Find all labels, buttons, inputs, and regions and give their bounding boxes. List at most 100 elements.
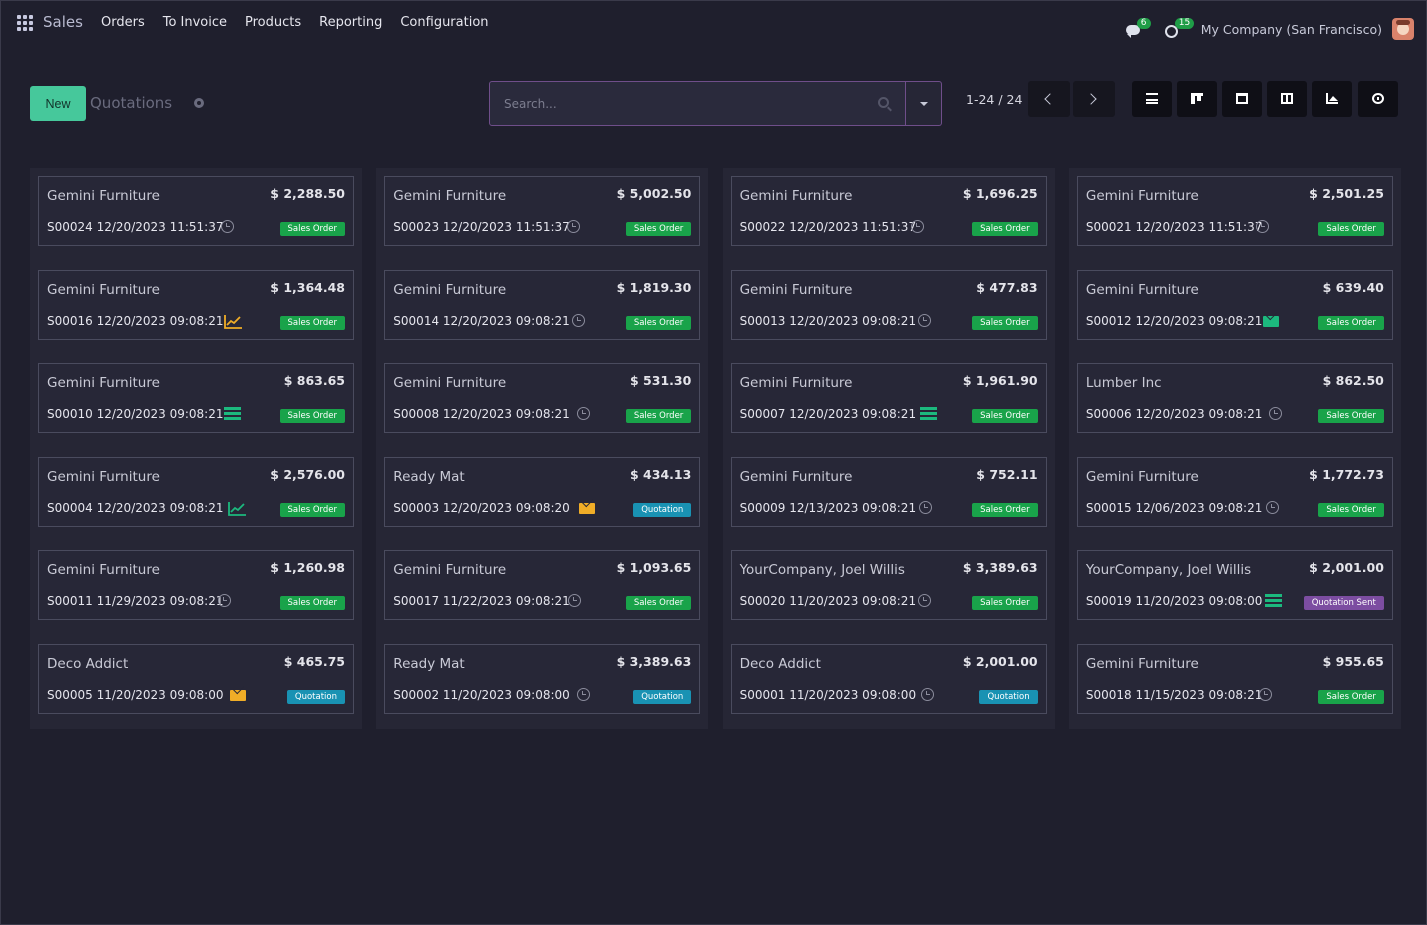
kanban-card[interactable]: Gemini Furniture $ 5,002.50 S00023 12/20/2… <box>384 176 701 246</box>
kanban-card[interactable]: Gemini Furniture $ 1,772.73 S00015 12/06/2… <box>1076 456 1393 527</box>
apps-grid-icon[interactable] <box>17 15 33 31</box>
menu-item-products[interactable]: Products <box>245 15 302 30</box>
pager-value[interactable]: 1-24 / 24 <box>966 92 1023 107</box>
card-customer: Gemini Furniture <box>1085 281 1199 298</box>
kanban-card[interactable]: Ready Mat $ 434.13 S00003 12/20/2023 09:08… <box>384 456 701 527</box>
kanban-card[interactable]: Gemini Furniture $ 477.83 S00013 12/20/202… <box>730 269 1047 340</box>
card-customer: YourCompany, Joel Willis <box>1085 562 1252 578</box>
new-button[interactable]: New <box>30 86 86 121</box>
kanban-card[interactable]: Deco Addict $ 465.75 S00005 11/20/2023 09:… <box>38 643 354 714</box>
activity-menu[interactable]: 15 <box>1163 18 1195 38</box>
kanban-card[interactable]: Gemini Furniture $ 1,961.90 S00007 12/20/2… <box>730 363 1047 433</box>
list-view-button[interactable] <box>1132 81 1172 117</box>
card-amount: $ 465.75 <box>283 653 345 669</box>
activity-clock-icon[interactable] <box>568 594 582 607</box>
card-customer: Gemini Furniture <box>47 562 160 578</box>
activity-clock-icon[interactable] <box>1258 687 1272 701</box>
activity-chart-icon[interactable] <box>224 314 242 329</box>
card-reference: S00009 12/13/2023 09:08:21 <box>739 500 917 515</box>
kanban-card[interactable]: Gemini Furniture $ 1,364.48 S00016 12/20/2… <box>38 269 354 340</box>
search-input[interactable] <box>504 94 864 114</box>
activity-clock-icon[interactable] <box>910 220 924 233</box>
activity-clock-icon[interactable] <box>577 687 591 701</box>
kanban-card[interactable]: Gemini Furniture $ 2,501.25 S00021 12/20/2… <box>1076 176 1393 246</box>
activity-clock-icon[interactable] <box>1268 407 1282 420</box>
kanban-view-button[interactable] <box>1177 81 1217 117</box>
gear-icon[interactable] <box>194 98 204 108</box>
kanban-card[interactable]: Gemini Furniture $ 1,819.30 S00014 12/20/2… <box>384 269 701 340</box>
activity-view-button[interactable] <box>1358 81 1398 117</box>
kanban-cell: Gemini Furniture $ 1,364.48 S00016 12/20/2… <box>30 261 362 355</box>
kanban-card[interactable]: Gemini Furniture $ 752.11 S00009 12/13/202… <box>730 456 1047 527</box>
kanban-card[interactable]: Gemini Furniture $ 955.65 S00018 11/15/202… <box>1076 643 1393 714</box>
pivot-view-button[interactable] <box>1267 81 1307 117</box>
kanban-cell: Gemini Furniture $ 863.65 S00010 12/20/202… <box>30 355 362 449</box>
kanban-card[interactable]: Deco Addict $ 2,001.00 S00001 11/20/2023 0… <box>730 643 1047 714</box>
search-icon[interactable] <box>878 97 889 108</box>
activity-clock-icon[interactable] <box>567 220 581 233</box>
card-reference: S00005 11/20/2023 09:08:00 <box>47 687 224 702</box>
activity-clock-icon[interactable] <box>917 313 931 327</box>
kanban-card[interactable]: Gemini Furniture $ 863.65 S00010 12/20/202… <box>38 363 354 433</box>
search-options-toggle[interactable] <box>906 81 942 126</box>
kanban-cell: Gemini Furniture $ 639.40 S00012 12/20/202… <box>1068 261 1401 355</box>
kanban-card[interactable]: Lumber Inc $ 862.50 S00006 12/20/2023 09:0… <box>1076 363 1393 433</box>
pager-previous-button[interactable] <box>1028 81 1070 117</box>
activity-envelope-icon[interactable] <box>1262 315 1279 327</box>
company-switcher[interactable]: My Company (San Francisco) <box>1200 21 1382 37</box>
kanban-card[interactable]: Gemini Furniture $ 1,093.65 S00017 11/22/2… <box>384 550 701 620</box>
kanban-card[interactable]: Gemini Furniture $ 531.30 S00008 12/20/202… <box>384 363 701 433</box>
card-customer: Gemini Furniture <box>47 281 160 298</box>
menu-item-configuration[interactable]: Configuration <box>400 15 489 30</box>
status-badge: Quotation Sent <box>1303 596 1384 610</box>
card-reference: S00008 12/20/2023 09:08:21 <box>393 407 570 421</box>
graph-view-button[interactable] <box>1312 81 1352 117</box>
kanban-card[interactable]: Gemini Furniture $ 1,696.25 S00022 12/20/2… <box>730 176 1047 246</box>
activity-clock-icon[interactable] <box>1265 500 1279 514</box>
activity-envelope-icon[interactable] <box>579 502 596 514</box>
activity-clock-icon[interactable] <box>1255 220 1269 233</box>
menu-item-to-invoice[interactable]: To Invoice <box>162 15 228 30</box>
app-name[interactable]: Sales <box>43 13 83 31</box>
activity-clock-icon[interactable] <box>917 594 931 607</box>
card-reference: S00024 12/20/2023 11:51:37 <box>47 220 224 234</box>
activity-todo-icon[interactable] <box>919 407 937 421</box>
calendar-view-button[interactable] <box>1222 81 1262 117</box>
activity-todo-icon[interactable] <box>1264 594 1282 608</box>
menu-item-reporting[interactable]: Reporting <box>319 15 383 30</box>
activity-clock-icon[interactable] <box>918 500 932 514</box>
kanban-card[interactable]: YourCompany, Joel Willis $ 2,001.00 S00019… <box>1076 550 1393 620</box>
activity-clock-icon[interactable] <box>572 313 586 327</box>
kanban-card[interactable]: Gemini Furniture $ 639.40 S00012 12/20/202… <box>1076 269 1393 340</box>
kanban-card[interactable]: YourCompany, Joel Willis $ 3,389.63 S00020… <box>730 550 1047 620</box>
card-customer: Gemini Furniture <box>47 468 160 485</box>
card-amount: $ 434.13 <box>630 466 692 482</box>
activity-clock-icon[interactable] <box>221 220 234 233</box>
messaging-menu[interactable]: 6 <box>1125 18 1151 38</box>
card-amount: $ 531.30 <box>630 373 692 388</box>
kanban-cell: Gemini Furniture $ 955.65 S00018 11/15/202… <box>1068 635 1401 729</box>
status-badge: Sales Order <box>279 502 345 517</box>
activity-todo-icon[interactable] <box>224 407 241 421</box>
kanban-card[interactable]: Ready Mat $ 3,389.63 S00002 11/20/2023 09:… <box>384 643 701 714</box>
kanban-card[interactable]: Gemini Furniture $ 2,288.50 S00024 12/20/2… <box>38 176 354 246</box>
activity-chart-icon[interactable] <box>228 501 246 516</box>
activity-clock-icon[interactable] <box>577 407 591 420</box>
activity-envelope-icon[interactable] <box>230 689 246 701</box>
kanban-card[interactable]: Gemini Furniture $ 1,260.98 S00011 11/29/2… <box>38 550 354 620</box>
card-amount: $ 2,576.00 <box>270 466 345 482</box>
activity-clock-icon[interactable] <box>920 687 934 701</box>
status-badge: Sales Order <box>972 409 1038 423</box>
list-view-icon <box>1146 93 1158 104</box>
activity-clock-icon[interactable] <box>218 594 231 607</box>
user-avatar[interactable] <box>1392 18 1414 40</box>
kanban-cell: Ready Mat $ 3,389.63 S00002 11/20/2023 09:… <box>376 635 709 729</box>
status-badge: Sales Order <box>1318 315 1384 330</box>
menu-item-orders[interactable]: Orders <box>101 15 145 30</box>
chat-bubble-icon <box>1125 25 1140 38</box>
kanban-cell: Gemini Furniture $ 477.83 S00013 12/20/202… <box>722 261 1055 355</box>
kanban-card[interactable]: Gemini Furniture $ 2,576.00 S00004 12/20/2… <box>38 456 354 527</box>
card-reference: S00023 12/20/2023 11:51:37 <box>393 220 570 234</box>
card-amount: $ 1,364.48 <box>270 279 345 295</box>
pager-next-button[interactable] <box>1073 81 1115 117</box>
